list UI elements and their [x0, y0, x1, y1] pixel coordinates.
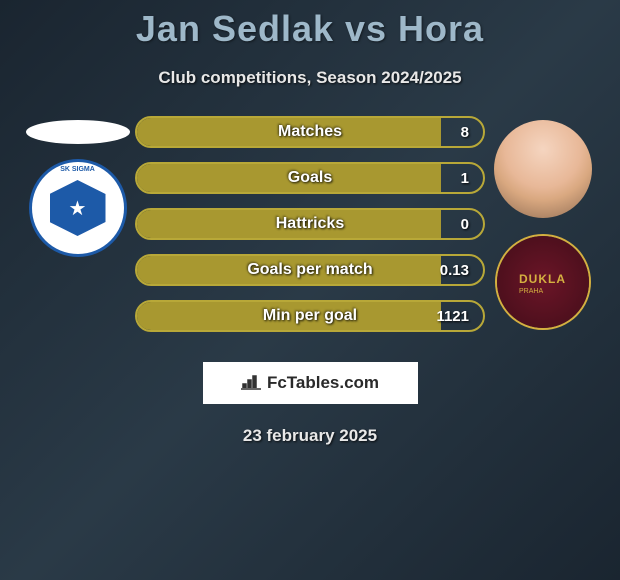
player2-club-badge: DUKLA PRAHA: [497, 236, 589, 328]
stat-row: Hattricks 0: [135, 208, 485, 240]
stat-row: Matches 8: [135, 116, 485, 148]
club-badge-text: SK SIGMA: [32, 166, 124, 173]
stat-value: 1121: [436, 308, 469, 325]
stat-row: Min per goal 1121: [135, 300, 485, 332]
stat-label: Goals per match: [247, 261, 372, 278]
stat-value: 0.13: [440, 262, 469, 279]
star-icon: ★: [69, 196, 87, 221]
stat-row: Goals per match 0.13: [135, 254, 485, 286]
page-title: Jan Sedlak vs Hora: [0, 0, 620, 50]
player1-photo: [26, 120, 130, 144]
stat-row: Goals 1: [135, 162, 485, 194]
left-player-col: SK SIGMA ★: [20, 116, 135, 254]
chart-icon: [241, 372, 261, 395]
stat-value: 8: [461, 124, 469, 141]
stat-label-wrap: Goals per match: [137, 261, 483, 279]
stat-label: Matches: [278, 123, 342, 140]
subtitle: Club competitions, Season 2024/2025: [0, 68, 620, 88]
stat-value: 0: [461, 216, 469, 233]
main-comparison: SK SIGMA ★ Matches 8 Goals 1 Hattricks 0 Goals…: [0, 116, 620, 332]
player1-club-badge: SK SIGMA ★: [32, 162, 124, 254]
club-badge-text: DUKLA: [519, 272, 566, 286]
stats-column: Matches 8 Goals 1 Hattricks 0 Goals per match 0…: [135, 116, 485, 332]
stat-label-wrap: Hattricks: [137, 215, 483, 233]
stat-label-wrap: Matches: [137, 123, 483, 141]
badge-inner: ★: [50, 180, 106, 236]
watermark: FcTables.com: [203, 362, 418, 404]
stat-label-wrap: Goals: [137, 169, 483, 187]
right-player-col: DUKLA PRAHA: [485, 116, 600, 328]
stat-label-wrap: Min per goal: [137, 307, 483, 325]
stat-label: Min per goal: [263, 307, 357, 324]
date: 23 february 2025: [0, 426, 620, 446]
player2-photo: [494, 120, 592, 218]
badge-text-wrap: DUKLA PRAHA: [519, 270, 566, 295]
stat-label: Goals: [288, 169, 332, 186]
stat-value: 1: [461, 170, 469, 187]
club-badge-subtext: PRAHA: [519, 288, 566, 295]
watermark-text: FcTables.com: [267, 373, 379, 393]
stat-label: Hattricks: [276, 215, 344, 232]
